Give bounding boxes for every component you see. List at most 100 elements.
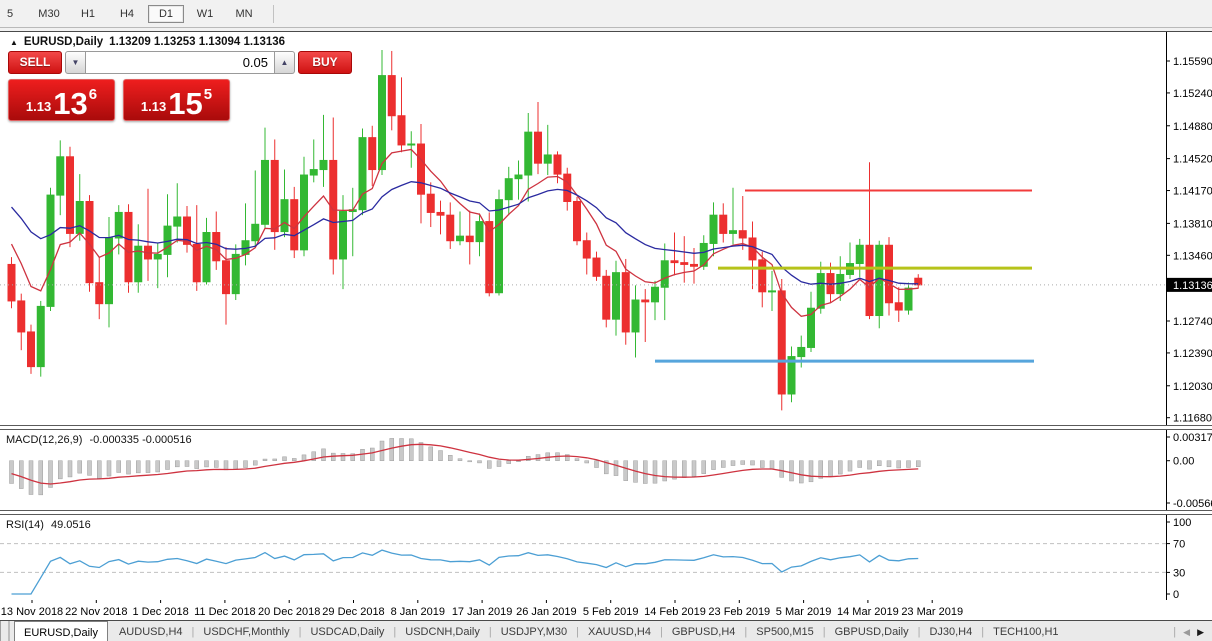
price-axis-label: 1.14520	[1173, 154, 1212, 166]
buy-button[interactable]: BUY	[298, 51, 352, 74]
chart-tabbar: EURUSD,Daily AUDUSD,H4 | USDCHF,Monthly | USD…	[0, 621, 1212, 641]
candle	[280, 169, 289, 238]
candle	[894, 287, 903, 322]
chart-tab-gbpusd-daily[interactable]: GBPUSD,Daily	[834, 626, 909, 638]
price-axis-label: 1.12030	[1173, 381, 1212, 393]
timeframe-button-M30[interactable]: M30	[38, 7, 60, 20]
candle	[231, 244, 240, 301]
candle	[865, 162, 874, 320]
chart-tab-tech100-h1[interactable]: TECH100,H1	[993, 626, 1059, 638]
price-axis[interactable]: 1.15590 1.15240 1.14880 1.14520 1.14170 1.138…	[1166, 32, 1212, 425]
candle	[436, 200, 445, 235]
chart-tab-usdcnh-daily[interactable]: USDCNH,Daily	[405, 626, 480, 638]
candle	[465, 210, 474, 265]
candle	[495, 189, 503, 296]
tab-separator: |	[393, 626, 397, 638]
rsi-pane[interactable]: RSI(14) 49.0516 100 70 30 0	[0, 515, 1212, 600]
chart-tab-gbpusd-h4[interactable]: GBPUSD,H4	[671, 626, 736, 638]
tab-scroll-controls: | ◀ ▶	[1165, 621, 1212, 641]
candle	[738, 196, 747, 250]
pane-splitter[interactable]	[0, 510, 1212, 515]
macd-axis-label: 0.00	[1173, 456, 1194, 468]
bid-big-digits: 13	[53, 86, 88, 121]
candle	[105, 216, 113, 328]
candle	[378, 50, 386, 176]
chart-tab-usdjpy-m30[interactable]: USDJPY,M30	[500, 626, 568, 638]
time-axis-label: 26 Jan 2019	[516, 606, 577, 618]
candle	[485, 212, 494, 297]
tab-separator: |	[981, 626, 985, 638]
candle	[329, 117, 338, 275]
timeframe-button-MN[interactable]: MN	[235, 7, 253, 20]
fast-ema-line	[10, 148, 919, 317]
macd-histogram	[9, 438, 921, 496]
timeframe-button-5[interactable]: 5	[6, 7, 14, 20]
time-axis[interactable]: 13 Nov 2018 22 Nov 2018 1 Dec 2018 11 Dec 2…	[0, 600, 1212, 621]
toolbar-gap	[0, 28, 1212, 31]
candle	[797, 335, 806, 368]
candle	[163, 194, 172, 278]
volume-increase-button[interactable]: ▲	[275, 51, 295, 74]
chart-tab-usdchf-monthly[interactable]: USDCHF,Monthly	[203, 626, 290, 638]
chart-tab-usdcad-daily[interactable]: USDCAD,Daily	[310, 626, 385, 638]
chart-ohlc-values: 1.13209 1.13253 1.13094 1.13136	[109, 36, 286, 48]
candle	[192, 205, 201, 291]
tab-separator: |	[744, 626, 748, 638]
rsi-axis-label: 100	[1173, 517, 1191, 529]
chart-tab-xauusd-h4[interactable]: XAUUSD,H4	[588, 626, 651, 638]
candle	[621, 258, 630, 345]
price-axis-label: 1.12740	[1173, 316, 1212, 328]
main-chart-pane[interactable]: 1.15590 1.15240 1.14880 1.14520 1.14170 1.138…	[0, 32, 1212, 425]
tab-scroll-left-icon[interactable]: ◀	[1183, 626, 1191, 637]
macd-label: MACD(12,26,9)	[6, 434, 82, 446]
timeframe-button-H1[interactable]: H1	[80, 7, 96, 20]
chart-tab-dj30-h4[interactable]: DJ30,H4	[929, 626, 973, 638]
volume-decrease-button[interactable]: ▼	[65, 51, 86, 74]
candle	[709, 202, 718, 257]
tab-separator: |	[659, 626, 663, 638]
rsi-axis[interactable]: 100 70 30 0	[1166, 515, 1191, 600]
macd-pane[interactable]: MACD(12,26,9) -0.000335 -0.000516 0.0031…	[0, 430, 1212, 510]
bid-price-display[interactable]: 1.13 13 6	[8, 79, 115, 121]
time-axis-label: 29 Dec 2018	[322, 606, 384, 618]
chart-collapse-icon[interactable]: ▲	[10, 37, 18, 47]
candle	[261, 127, 269, 229]
ask-price-display[interactable]: 1.13 15 5	[123, 79, 230, 121]
candle	[748, 221, 757, 290]
candle	[387, 50, 396, 131]
tab-scroll-right-icon[interactable]: ▶	[1197, 626, 1204, 637]
candle	[124, 204, 133, 293]
timeframe-button-W1[interactable]: W1	[196, 7, 214, 20]
volume-input[interactable]	[86, 51, 275, 74]
candle	[855, 238, 864, 278]
candle	[153, 242, 162, 289]
candle	[134, 224, 143, 293]
time-axis-label: 11 Dec 2018	[194, 606, 256, 618]
pane-splitter[interactable]	[0, 425, 1212, 430]
candle	[729, 187, 737, 245]
svg-text:MACD(12,26,9) -0.00033: MACD(12,26,9) -0.000335 -0.000516	[6, 434, 192, 446]
candle	[270, 139, 279, 250]
candle	[680, 236, 689, 283]
time-axis-label: 20 Dec 2018	[258, 606, 320, 618]
rsi-label: RSI(14)	[6, 519, 44, 531]
candle	[348, 187, 357, 257]
candle	[368, 125, 377, 186]
candle	[475, 213, 484, 257]
sell-button[interactable]: SELL	[8, 51, 62, 74]
candle	[7, 257, 16, 309]
chart-tab-audusd-h4[interactable]: AUDUSD,H4	[118, 626, 183, 638]
candle	[290, 186, 299, 259]
candle	[914, 274, 923, 289]
chart-tab-sp500-m15[interactable]: SP500,M15	[756, 626, 814, 638]
macd-axis[interactable]: 0.003177 0.00 -0.005667	[1166, 430, 1212, 510]
timeframe-button-H4[interactable]: H4	[119, 7, 135, 20]
candle	[397, 77, 406, 153]
tabbar-grip[interactable]	[0, 621, 10, 641]
slow-ema-line	[11, 181, 919, 285]
candle	[660, 243, 669, 321]
timeframe-button-D1[interactable]: D1	[148, 4, 184, 23]
chart-tab-eurusd-daily[interactable]: EURUSD,Daily	[14, 621, 108, 641]
candle	[592, 251, 601, 281]
